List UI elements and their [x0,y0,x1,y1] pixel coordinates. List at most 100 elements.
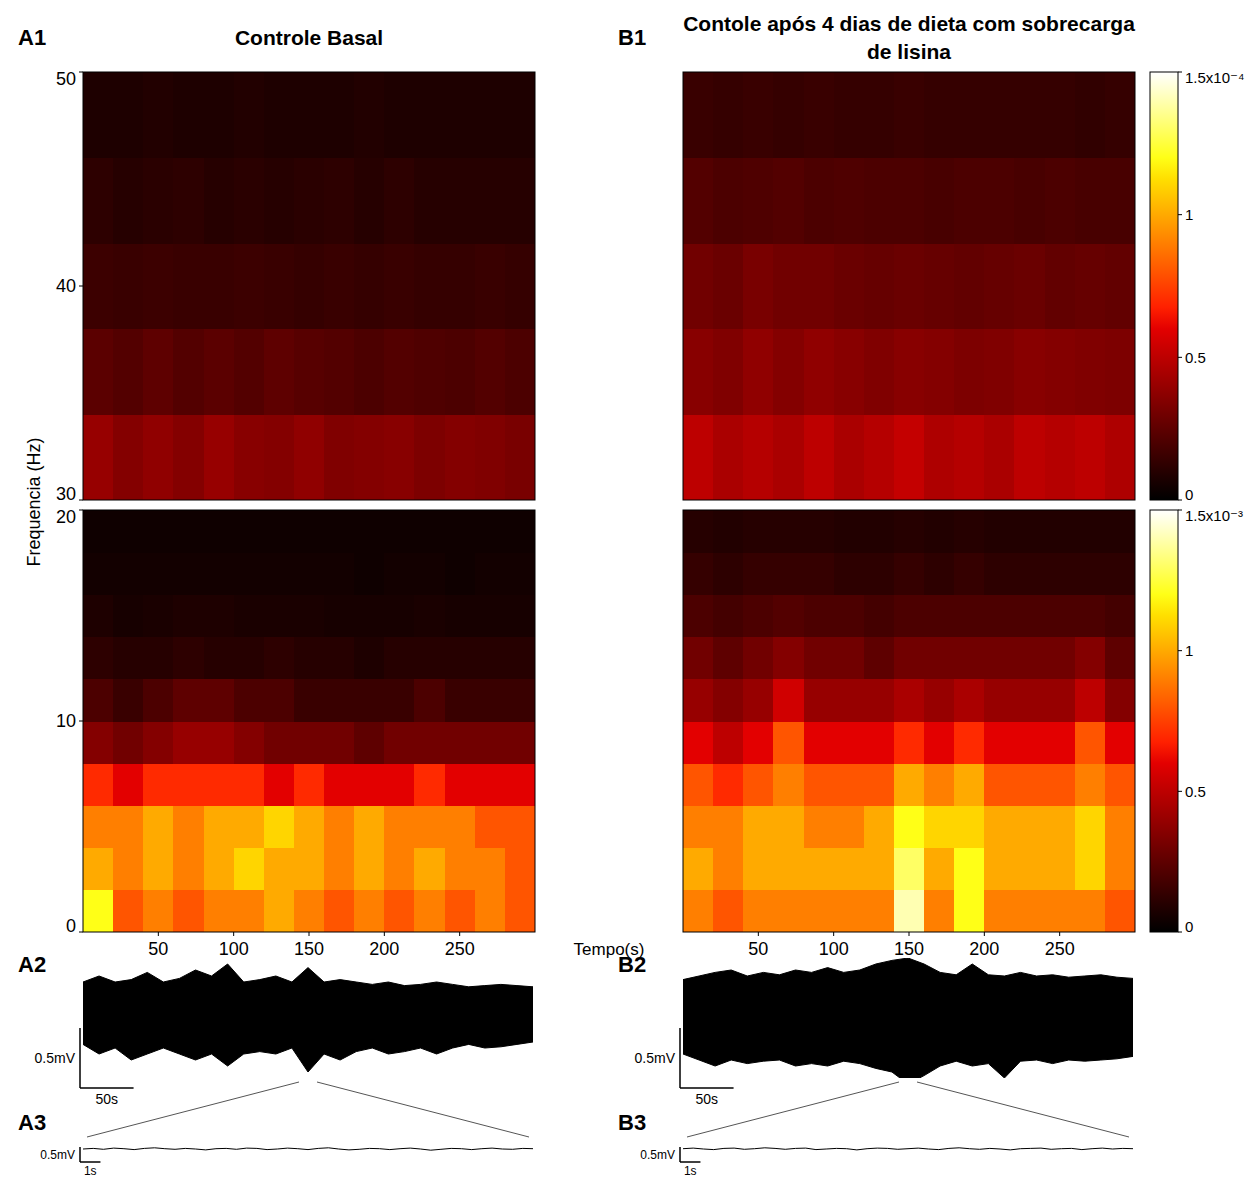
heatmap-cell [954,721,985,764]
heatmap-cell [475,552,506,595]
heatmap-cell [954,848,985,891]
heatmap-cell [864,414,895,500]
heatmap-cell [83,72,114,158]
x-tick [758,932,759,936]
scale-bar-horizontal [680,1087,734,1089]
heatmap-cell [264,414,295,500]
heatmap-cell [354,243,385,329]
heatmap-cell [1105,510,1135,553]
heatmap-cell [713,510,744,553]
heatmap-cell [683,763,714,806]
heatmap-cell [984,890,1015,932]
heatmap-cell [954,637,985,680]
heatmap-cell [1014,721,1045,764]
heatmap-cell [354,679,385,722]
y-tick-label: 30 [56,484,76,504]
heatmap-cell [113,329,144,415]
heatmap-cell [834,72,865,158]
heatmap-cell [713,890,744,932]
heatmap-cell [1075,243,1106,329]
heatmap-cell [173,594,204,637]
heatmap-cell [143,637,174,680]
scale-bar-horizontal [80,1087,134,1089]
colorbar-label: 0 [1185,486,1193,503]
heatmap-cell [505,72,535,158]
heatmap-cell [924,72,955,158]
signal-envelope [683,958,1133,1078]
scale-bar-label: 1s [684,1164,697,1178]
heatmap-cell [143,414,174,500]
heatmap-cell [204,414,235,500]
heatmap-cell [713,679,744,722]
heatmap-cell [713,805,744,848]
heatmap-cell [834,848,865,891]
heatmap-cell [324,721,355,764]
colorbar-label: 1 [1185,206,1193,223]
heatmap-cell [743,594,774,637]
panel-letter: A3 [18,1110,46,1135]
heatmap-cell [445,414,476,500]
heatmap-cell [773,637,804,680]
heatmap-cell [1045,848,1076,891]
heatmap-cell [204,805,235,848]
heatmap-cell [143,679,174,722]
heatmap-cell [864,848,895,891]
heatmap-cell [834,721,865,764]
heatmap-cell [864,243,895,329]
heatmap-cell [204,848,235,891]
scale-bar-vertical [679,1147,681,1162]
heatmap-cell [475,158,506,244]
heatmap-cell [414,72,445,158]
heatmap-cell [173,510,204,553]
heatmap-cell [294,679,325,722]
heatmap-cell [683,848,714,891]
heatmap-cell [954,890,985,932]
colorbar [1150,510,1178,932]
heatmap-cell [414,594,445,637]
heatmap-cell [834,510,865,553]
heatmap-cell [894,721,925,764]
heatmap-cell [804,848,835,891]
panel-letter: A1 [18,25,46,50]
heatmap-cell [804,414,835,500]
heatmap-cell [505,243,535,329]
heatmap-cell [445,848,476,891]
heatmap-cell [773,679,804,722]
y-tick-label: 20 [56,507,76,527]
heatmap-cell [445,329,476,415]
y-tick [79,510,83,511]
y-tick [79,932,83,933]
heatmap-cell [683,594,714,637]
heatmap-cell [113,552,144,595]
heatmap-cell [143,243,174,329]
heatmap-cell [173,637,204,680]
heatmap-cell [743,890,774,932]
y-tick [79,286,83,287]
heatmap-cell [683,72,714,158]
heatmap-cell [294,158,325,244]
heatmap-cell [924,637,955,680]
heatmap-cell [924,158,955,244]
panel-letter: B1 [618,25,646,50]
heatmap-cell [234,848,265,891]
heatmap-cell [984,848,1015,891]
heatmap-cell [1014,158,1045,244]
heatmap-cell [505,594,535,637]
heatmap-cell [1105,763,1135,806]
heatmap-cell [834,158,865,244]
heatmap-cell [683,637,714,680]
heatmap-cell [1045,805,1076,848]
heatmap-cell [173,158,204,244]
heatmap-cell [773,848,804,891]
heatmap-cell [143,510,174,553]
colorbar-tick [1178,357,1182,358]
heatmap-cell [384,848,415,891]
heatmap-cell [984,72,1015,158]
heatmap-cell [984,243,1015,329]
heatmap-cell [173,890,204,932]
heatmap-cell [324,72,355,158]
heatmap-cell [1045,594,1076,637]
heatmap-cell [505,763,535,806]
heatmap-cell [445,594,476,637]
heatmap-cell [1045,763,1076,806]
